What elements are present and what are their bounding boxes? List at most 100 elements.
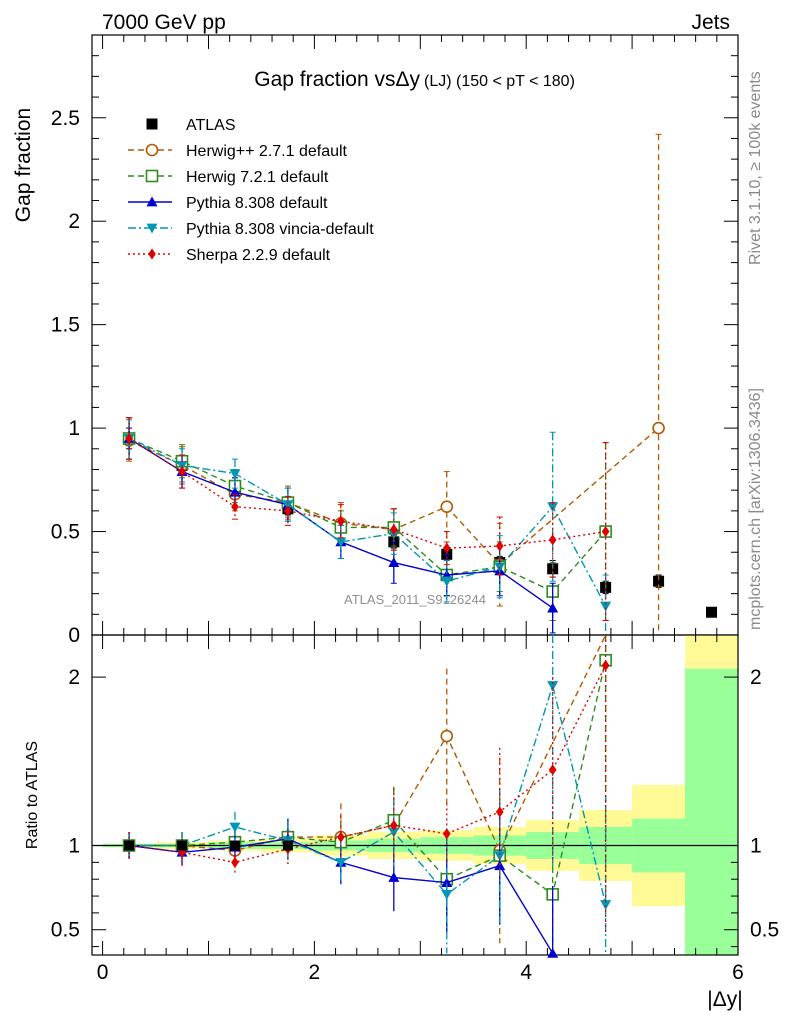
ratio-point — [495, 806, 504, 818]
legend-marker — [145, 169, 159, 183]
data-point — [495, 540, 504, 552]
ratio-line — [129, 682, 607, 905]
legend: ATLAS Herwig++ 2.7.1 default Herwig 7.2.1 … — [128, 117, 374, 264]
x-tick-label: 4 — [520, 961, 532, 984]
data-point — [548, 534, 557, 546]
legend-marker — [145, 143, 159, 157]
data-point — [706, 606, 718, 618]
ratio-series-1 — [122, 635, 612, 954]
series-line — [128, 437, 606, 549]
data-point — [600, 601, 612, 612]
rivet-note: Rivet 3.1.10, ≥ 100k events — [747, 71, 764, 265]
ratio-line — [128, 664, 607, 864]
ratio-point — [440, 729, 454, 743]
y-tick-label: 2 — [68, 210, 80, 233]
data-point — [389, 523, 398, 535]
chart-title-small: (LJ) (150 < pT < 180) — [424, 73, 575, 90]
y-tick-label: 2 — [68, 666, 80, 689]
x-axis-label: |Δy| — [707, 988, 742, 1011]
data-point — [653, 575, 665, 587]
legend-label: ATLAS — [186, 117, 236, 134]
chart-title: Gap fraction vsΔy — [254, 68, 420, 91]
data-point — [388, 557, 400, 567]
ratio-point — [548, 764, 557, 776]
plot-frame — [91, 634, 739, 956]
x-tick-label: 6 — [732, 961, 744, 984]
ratio-point — [231, 856, 239, 868]
legend-marker — [146, 196, 158, 207]
ratio-point — [388, 827, 400, 838]
header-right: Jets — [691, 11, 730, 34]
y-tick-label: 2.5 — [51, 107, 80, 130]
data-point — [601, 526, 610, 538]
legend-item: Pythia 8.308 default — [128, 195, 328, 212]
ratio-point — [441, 877, 453, 887]
x-tick-label: 0 — [97, 961, 109, 984]
mcplots-note: mcplots.cern.ch [arXiv:1306.3436] — [747, 388, 764, 630]
data-point — [335, 537, 347, 548]
data-point — [547, 502, 559, 513]
legend-label: Herwig++ 2.7.1 default — [186, 143, 348, 160]
data-point — [547, 602, 559, 613]
ratio-data-point — [229, 840, 240, 851]
data-point — [125, 432, 133, 444]
data-point — [441, 576, 453, 587]
legend-item: Sherpa 2.2.9 default — [128, 247, 331, 264]
ratio-point — [547, 947, 559, 958]
uncertainty-band-green — [685, 668, 738, 955]
ratio-data-point — [177, 840, 188, 851]
data-point — [337, 515, 345, 527]
y-axis-label: Gap fraction — [12, 108, 35, 222]
legend-marker — [146, 118, 158, 130]
series-0 — [123, 427, 718, 618]
ratio-point — [229, 822, 241, 833]
data-point — [178, 466, 186, 478]
y-tick-label: 0 — [68, 624, 80, 647]
header-left: 7000 GeV pp — [102, 11, 226, 34]
ratio-data-points — [124, 840, 293, 851]
ratio-series-4 — [125, 635, 610, 935]
legend-label: Sherpa 2.2.9 default — [186, 247, 331, 264]
legend-label: Herwig 7.2.1 default — [186, 169, 329, 186]
ratio-point — [389, 819, 398, 831]
data-point — [282, 500, 294, 511]
ratio-point — [442, 828, 451, 840]
y-tick-label: 0.5 — [51, 919, 80, 942]
ratio-point — [494, 851, 506, 862]
data-point — [229, 469, 241, 480]
series-line — [128, 437, 607, 593]
series-2 — [122, 417, 612, 622]
analysis-watermark: ATLAS_2011_S9126244 — [344, 592, 486, 607]
y-tick-label-right: 0.5 — [750, 919, 779, 942]
y-tick-label: 1 — [68, 417, 80, 440]
legend-marker — [146, 223, 158, 234]
data-point — [231, 501, 239, 513]
legend-label: Pythia 8.308 default — [186, 195, 328, 212]
ratio-data-point — [282, 840, 293, 851]
data-point — [652, 421, 665, 435]
main-plot-panel: Gap fraction vsΔy (LJ) (150 < pT < 180) … — [12, 34, 739, 647]
legend-item: Herwig++ 2.7.1 default — [128, 143, 348, 160]
ratio-plot-panel: Ratio to ATLAS |Δy| 0 2 4 6 0.5 0.5 1 1 2 2 — [24, 634, 779, 1011]
legend-label: Pythia 8.308 vincia-default — [186, 221, 374, 238]
ratio-point — [601, 659, 610, 671]
data-point — [440, 500, 454, 514]
ratio-point — [388, 872, 400, 882]
ratio-point — [335, 857, 347, 868]
y-tick-label: 1 — [68, 835, 80, 858]
ratio-point — [337, 831, 345, 843]
y-tick-label: 1.5 — [51, 314, 80, 337]
data-point — [442, 542, 451, 554]
y-tick-label-right: 1 — [750, 835, 762, 858]
ratio-point — [547, 681, 559, 692]
ratio-line — [129, 660, 607, 896]
ratio-point — [441, 889, 453, 900]
legend-marker — [148, 248, 156, 260]
series-line — [128, 437, 607, 607]
y-tick-label-right: 2 — [750, 666, 762, 689]
ratio-y-axis-label: Ratio to ATLAS — [24, 741, 41, 849]
legend-item: ATLAS — [146, 117, 236, 134]
y-tick-label: 0.5 — [51, 521, 80, 544]
ratio-series-0 — [122, 634, 607, 944]
